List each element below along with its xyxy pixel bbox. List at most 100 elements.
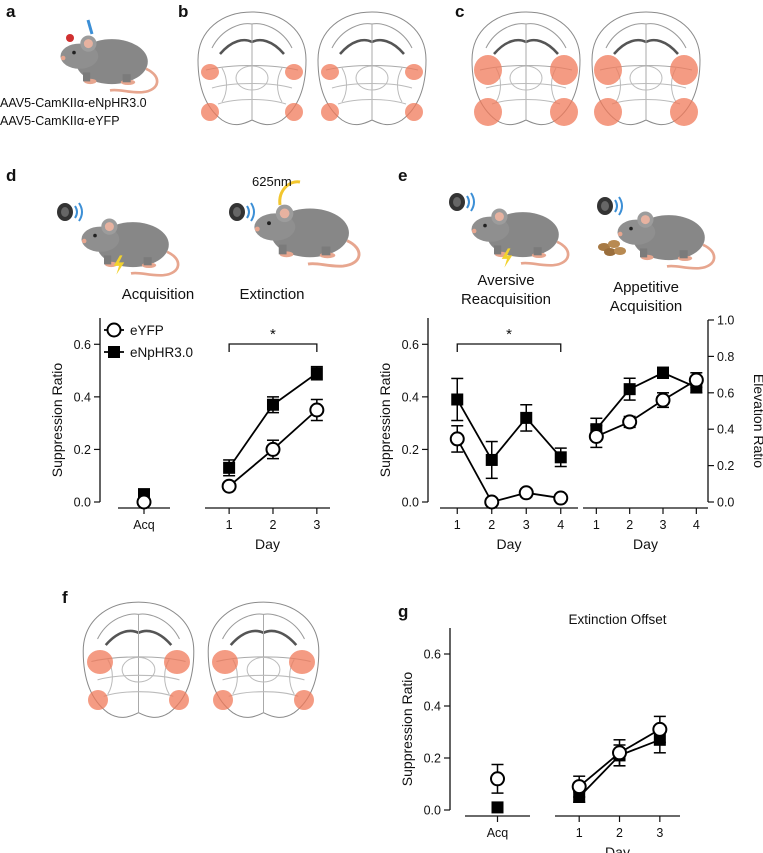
series-line [456, 438, 561, 504]
brain-section [316, 10, 428, 126]
series-line [456, 399, 562, 462]
x-tick-label: 4 [693, 518, 700, 532]
data-point [491, 801, 504, 814]
mouse-illustration [59, 34, 159, 94]
y-tick-label: 0.2 [717, 459, 734, 473]
x-axis-label: Day [497, 536, 522, 552]
chart-title: Extinction Offset [568, 612, 666, 627]
data-point [221, 478, 237, 494]
brain-section [590, 10, 702, 126]
data-point [623, 383, 636, 396]
data-point [485, 453, 498, 466]
food-pellets [598, 240, 626, 256]
mouse-illustration [470, 207, 570, 267]
y-axis-label: Suppression Ratio [377, 363, 393, 478]
data-point [612, 745, 628, 761]
panel-label: c [455, 2, 465, 21]
x-axis-label: Day [255, 536, 280, 552]
y-tick-label: 0.0 [402, 496, 419, 510]
x-tick-label: 1 [454, 518, 461, 532]
data-point [309, 402, 325, 418]
data-point [622, 414, 638, 430]
x-tick-label: 1 [226, 518, 233, 532]
panel-label: a [6, 2, 16, 21]
data-point [449, 431, 465, 447]
y-tick-label: 0.6 [424, 648, 441, 662]
y-tick-label: 0.6 [717, 386, 734, 400]
tone-icon [448, 192, 475, 212]
x-tick-label: 1 [576, 826, 583, 840]
panel-label: d [6, 166, 17, 185]
data-point [520, 411, 533, 424]
significance-label: * [506, 326, 512, 343]
y-tick-label: 0.0 [424, 804, 441, 818]
y-tick-label: 1.0 [717, 314, 734, 328]
x-tick-label: 4 [557, 518, 564, 532]
data-point [265, 441, 281, 457]
tone-icon [56, 202, 83, 222]
y-tick-label: 0.4 [402, 390, 419, 404]
panel-label: f [62, 588, 68, 607]
x-tick-label: Acq [487, 826, 509, 840]
data-point [573, 791, 586, 803]
panel-label: b [178, 2, 189, 21]
x-tick-label: 3 [656, 826, 663, 840]
injection-mark [66, 34, 74, 42]
x-tick-label: 3 [523, 518, 530, 532]
significance-label: * [270, 326, 276, 343]
legend-marker [106, 322, 122, 338]
x-tick-label: 2 [616, 826, 623, 840]
data-point [655, 392, 671, 408]
brain-section [81, 600, 196, 719]
y-tick-label: 0.6 [74, 338, 91, 352]
data-point [223, 461, 236, 474]
data-point [657, 366, 669, 379]
light-fiber [278, 180, 301, 206]
syringe [86, 19, 94, 35]
panel-label: e [398, 166, 408, 185]
x-tick-label: Acq [133, 518, 155, 532]
brain-section [196, 10, 308, 126]
data-point [588, 428, 604, 444]
data-point [136, 494, 152, 510]
data-point [484, 494, 500, 510]
y-tick-label: 0.0 [717, 496, 734, 510]
tone-icon [596, 196, 623, 216]
phase-label: Appetitive Acquisition [609, 279, 683, 315]
x-tick-label: 2 [488, 518, 495, 532]
panel-label: g [398, 602, 409, 621]
series-line [595, 371, 697, 430]
data-point [266, 398, 279, 411]
x-axis-label: Day [605, 844, 630, 853]
legend-label: eYFP [130, 323, 164, 338]
phase-label: Aversive Reacquisition [460, 272, 552, 308]
brain-section [470, 10, 582, 126]
legend-label: eNpHR3.0 [130, 345, 193, 360]
y-axis-label: Suppression Ratio [49, 363, 65, 478]
y-axis-label: Elevation Ratio [751, 374, 763, 468]
data-point [553, 490, 569, 506]
light-label: 625nm [252, 174, 292, 189]
x-axis-label: Day [633, 536, 658, 552]
data-point [518, 485, 534, 501]
y-tick-label: 0.0 [74, 496, 91, 510]
virus-label: AAV5-CamKIIα-eNpHR3.0 [0, 96, 147, 110]
y-tick-label: 0.2 [402, 443, 419, 457]
data-point [554, 451, 567, 464]
legend-marker [108, 346, 120, 358]
significance-bracket [456, 343, 562, 352]
brain-section [206, 600, 321, 719]
x-tick-label: 3 [313, 518, 320, 532]
tone-icon [228, 202, 255, 222]
data-point [688, 372, 704, 388]
mouse-illustration [80, 217, 180, 277]
data-point [571, 779, 587, 795]
data-point [652, 721, 668, 737]
data-point [490, 771, 505, 787]
y-tick-label: 0.6 [402, 338, 419, 352]
y-tick-label: 0.2 [424, 752, 441, 766]
series-line [595, 379, 697, 438]
y-axis-label: Suppression Ratio [399, 672, 415, 787]
